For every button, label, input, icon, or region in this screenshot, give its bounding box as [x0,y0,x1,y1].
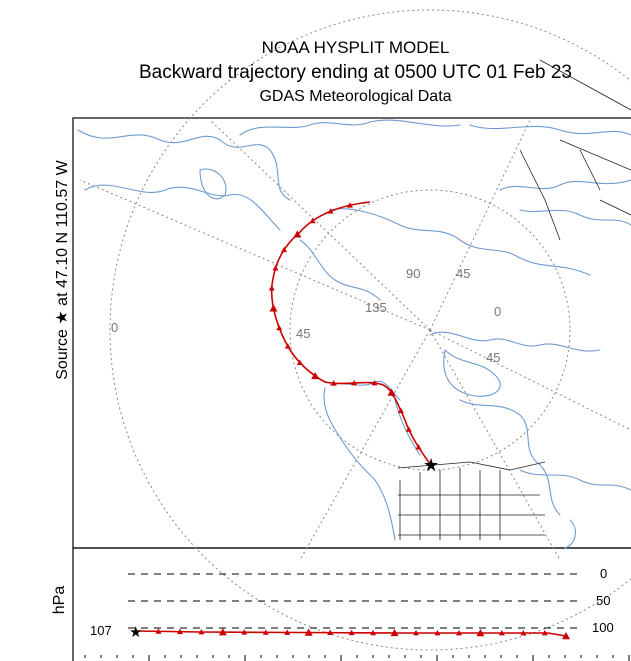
title-trajectory: Backward trajectory ending at 0500 UTC 0… [138,62,572,83]
trajectory-marker [155,628,162,634]
trajectory-marker [434,630,441,636]
trajectory-marker [520,630,527,636]
trajectory-marker [562,632,570,640]
trajectory-marker [218,628,227,636]
trajectory-marker [370,629,377,636]
trajectory-markers [268,202,422,450]
trajectory-marker [387,388,396,396]
trajectory-marker [311,371,320,380]
trajectory-marker [348,629,355,636]
grid-label: 45 [296,326,310,341]
grid-label: 135 [365,300,387,315]
trajectory-marker [371,379,378,386]
map-frame [72,117,631,549]
grid-label: 45 [456,266,470,281]
time-axis-ticks [84,655,630,661]
title-met-data: GDAS Meteorological Data [259,88,452,105]
coastlines [77,119,631,549]
level-label: 100 [592,620,614,635]
trajectory-marker [351,380,358,386]
grid-label: 0 [111,320,118,335]
grid-label: 0 [494,304,501,319]
trajectory-marker [397,407,404,413]
trajectory-marker [284,343,291,349]
trajectory-marker [281,246,288,253]
trajectory-marker [330,380,337,386]
graticule [79,9,631,651]
trajectory-marker [176,628,183,635]
trajectory-marker [476,629,485,637]
level-label: 50 [596,593,610,608]
vertical-panel-frame [72,547,631,661]
trajectory-marker [296,359,303,366]
trajectory-marker [346,202,353,208]
trajectory-marker [455,630,462,636]
trajectory-marker [272,265,279,271]
trajectory-marker [541,630,548,636]
graticule-labels: 0 90 45 135 0 45 45 [111,266,501,365]
grid-label: 45 [486,350,500,365]
trajectory-marker [413,630,420,636]
grid-label: 90 [406,266,420,281]
trajectory-marker [269,304,278,312]
trajectory-marker [405,426,412,432]
vertical-trajectory-markers [155,628,570,640]
source-star-icon: ★ [423,455,439,475]
trajectory-marker [198,629,205,635]
trajectory-marker [262,629,269,635]
level-label: 0 [600,566,607,581]
trajectory-marker [327,208,334,214]
title-model: NOAA HYSPLIT MODEL [261,38,450,57]
trajectory-marker [304,628,313,636]
trajectory-marker [327,629,334,636]
vertical-panel: 0 50 100 107 ★ [84,566,630,661]
trajectory-marker [415,444,422,450]
trajectory-marker [241,629,248,635]
trajectory-marker [284,629,291,635]
trajectory-marker [293,230,302,238]
trajectory-marker [390,628,399,637]
trajectory-marker [276,324,283,331]
borders [397,59,631,540]
source-star-icon: ★ [129,624,142,641]
start-pressure-label: 107 [90,623,112,638]
trajectory-marker [498,630,505,636]
trajectory-marker [268,285,275,291]
trajectory-marker [309,217,316,224]
